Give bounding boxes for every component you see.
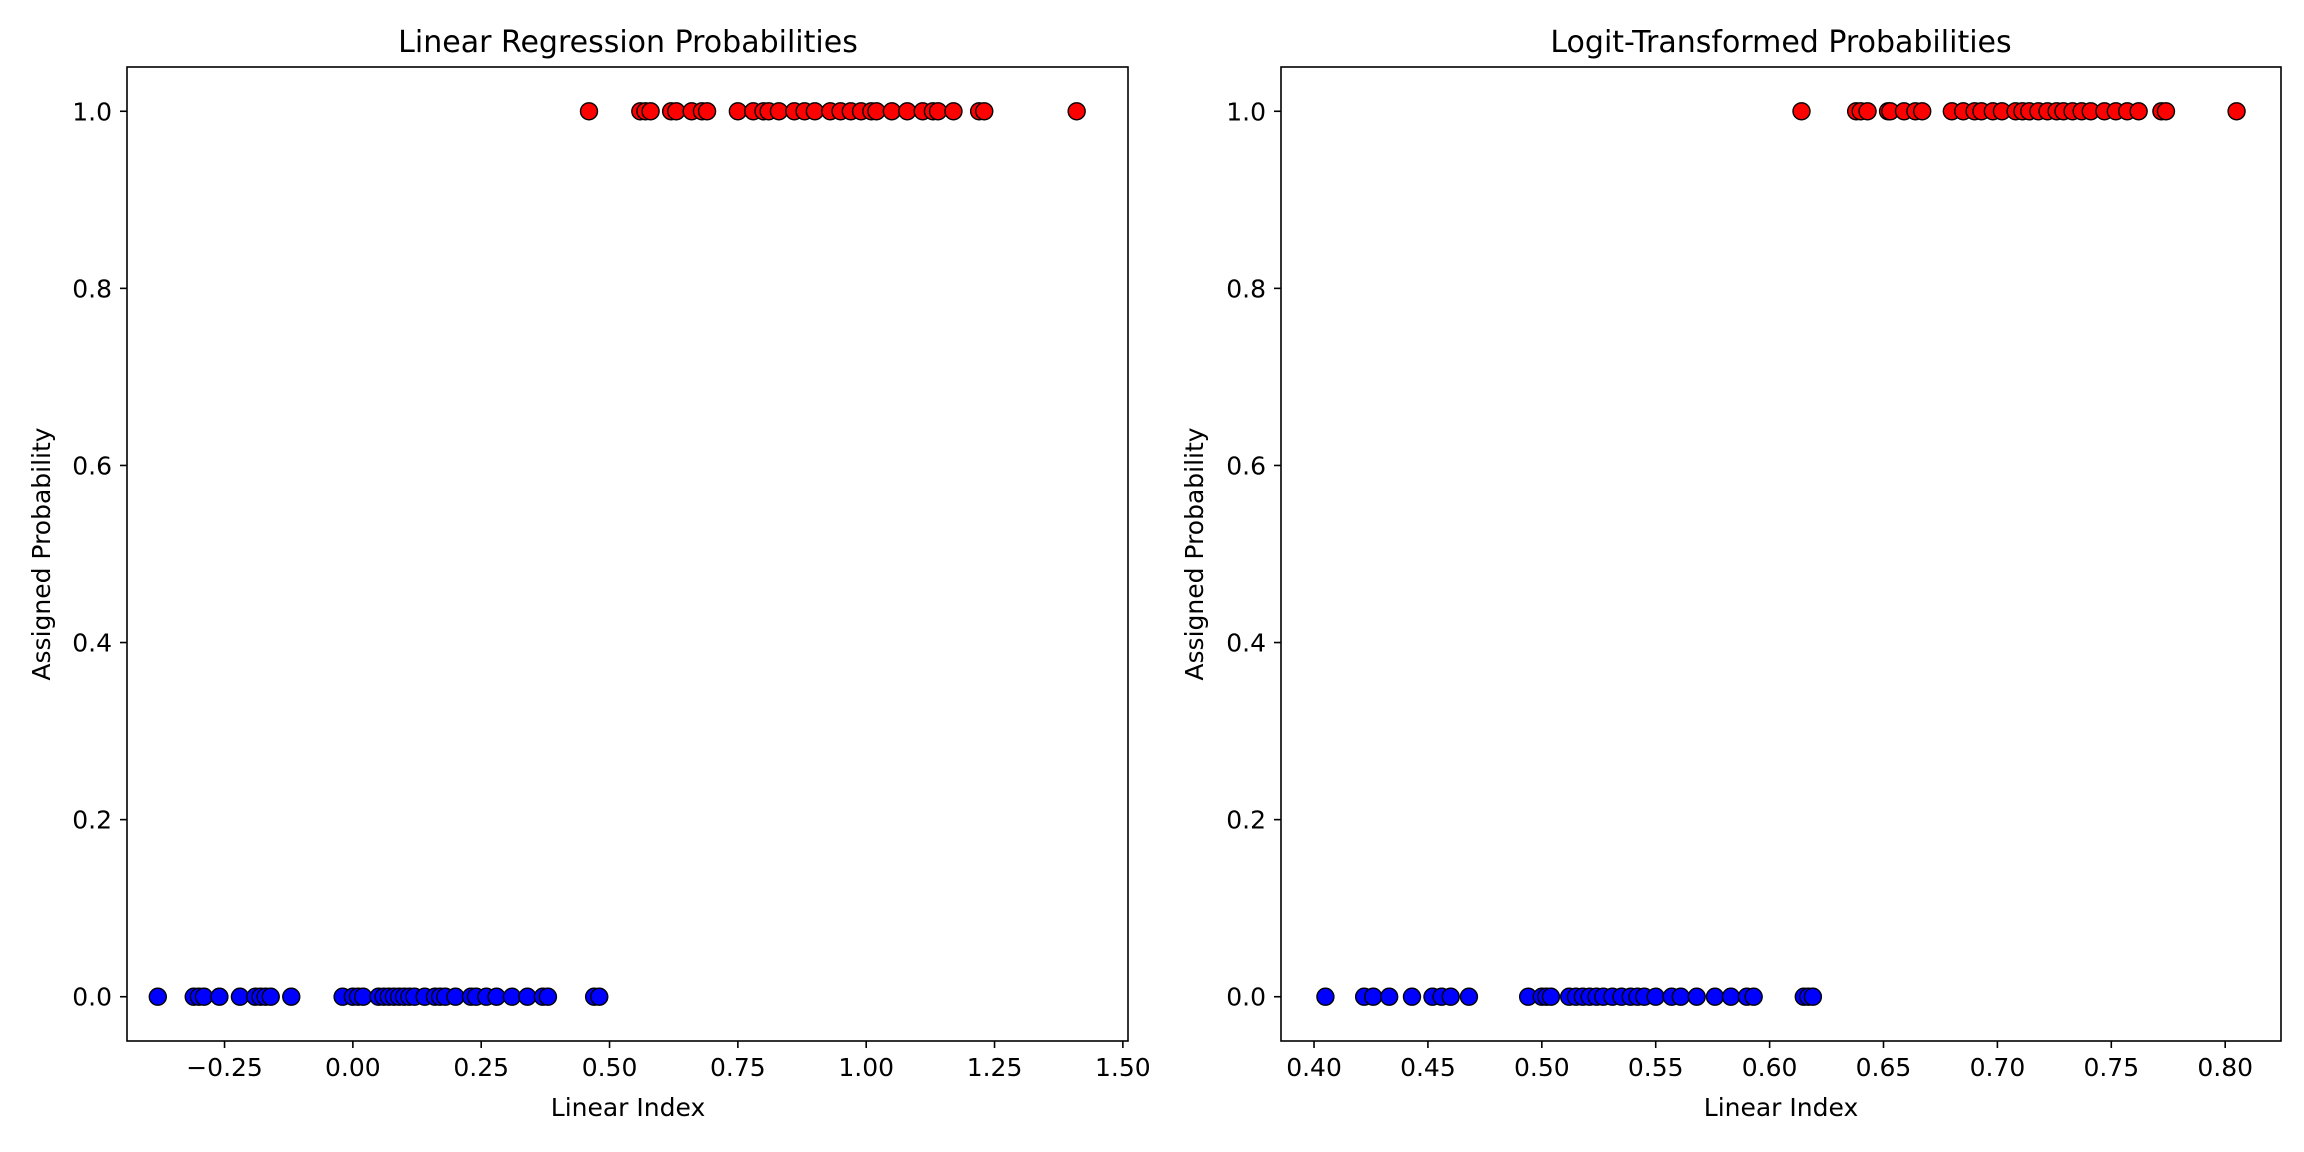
right-point-class-1 [2227, 102, 2246, 121]
left-y-tick-label: 0.2 [72, 806, 112, 835]
right-point-class-1 [1913, 102, 1932, 121]
right-x-tick-label: 0.80 [2197, 1053, 2253, 1082]
right-x-tick-label: 0.65 [1856, 1053, 1912, 1082]
left-point-class-1 [769, 102, 789, 121]
left-point-class-0 [194, 987, 214, 1006]
left-point-class-1 [928, 102, 948, 121]
right-panel: Logit-Transformed Probabilities 0.40 0.45… [1180, 25, 2282, 1122]
right-x-tick-label: 0.40 [1286, 1053, 1342, 1082]
left-point-class-0 [518, 987, 537, 1006]
left-points-group [148, 102, 1086, 1006]
right-x-tick-label: 0.45 [1400, 1053, 1456, 1082]
left-point-class-0 [353, 987, 373, 1006]
left-tick-group: −0.25 0.00 0.25 0.50 0.75 1.00 1.25 1.50 0.0 0.2 0… [72, 97, 1150, 1082]
left-point-class-1 [697, 102, 717, 121]
right-y-tick-label: 0.2 [1226, 806, 1266, 835]
right-point-class-0 [1380, 987, 1399, 1006]
right-axes-frame [1280, 66, 2282, 1042]
left-point-class-0 [538, 987, 558, 1006]
left-x-tick-label: −0.25 [186, 1053, 263, 1082]
left-panel: Linear Regression Probabilities −0.25 0.0… [27, 25, 1151, 1122]
left-x-tick-label: 1.00 [838, 1053, 894, 1082]
right-y-tick-label: 1.0 [1226, 97, 1266, 126]
left-x-tick-label: 0.50 [582, 1053, 638, 1082]
right-point-class-0 [1671, 987, 1690, 1006]
right-point-class-0 [1744, 987, 1763, 1006]
right-y-tick-label: 0.8 [1226, 274, 1266, 303]
right-point-class-1 [2129, 102, 2148, 121]
left-point-class-1 [667, 102, 686, 121]
left-y-tick-label: 0.6 [72, 451, 112, 480]
left-point-class-0 [210, 987, 229, 1006]
right-tick-group: 0.40 0.45 0.50 0.55 0.60 0.65 0.70 0.75 0.80 0.0 0… [1226, 97, 2253, 1082]
left-x-tick-label: 0.25 [453, 1053, 509, 1082]
right-x-tick-label: 0.50 [1514, 1053, 1570, 1082]
right-x-tick-label: 0.60 [1742, 1053, 1798, 1082]
right-point-class-0 [1459, 987, 1479, 1006]
left-point-class-0 [502, 987, 522, 1006]
right-point-class-0 [1364, 987, 1383, 1006]
right-x-tick-label: 0.75 [2083, 1053, 2139, 1082]
left-axes-frame [126, 66, 1129, 1042]
left-x-axis-label: Linear Index [551, 1093, 705, 1122]
left-point-class-1 [579, 102, 599, 121]
left-point-class-0 [446, 987, 465, 1006]
right-point-class-1 [1858, 102, 1877, 121]
left-point-class-1 [805, 102, 825, 121]
left-point-class-1 [898, 102, 917, 121]
right-y-tick-label: 0.4 [1226, 629, 1266, 658]
left-point-class-1 [1067, 102, 1086, 121]
left-point-class-1 [728, 102, 748, 121]
right-x-axis-label: Linear Index [1704, 1093, 1858, 1122]
right-point-class-0 [1316, 987, 1335, 1006]
right-point-class-0 [1541, 987, 1561, 1006]
right-point-class-1 [1792, 102, 1811, 121]
left-x-tick-label: 0.75 [710, 1053, 766, 1082]
right-y-tick-label: 0.0 [1226, 983, 1266, 1012]
left-point-class-0 [261, 987, 280, 1006]
left-point-class-0 [282, 987, 301, 1006]
left-y-tick-label: 0.0 [72, 983, 112, 1012]
right-point-class-0 [1687, 987, 1706, 1006]
left-point-class-1 [975, 102, 994, 121]
left-y-tick-label: 0.4 [72, 629, 112, 658]
left-chart-title: Linear Regression Probabilities [398, 25, 858, 60]
right-point-class-0 [1646, 987, 1665, 1006]
left-point-class-0 [230, 987, 250, 1006]
left-x-tick-label: 0.00 [325, 1053, 381, 1082]
left-point-class-0 [487, 987, 506, 1006]
right-point-class-0 [1803, 987, 1823, 1006]
right-point-class-0 [1721, 987, 1741, 1006]
left-y-axis-label: Assigned Probability [27, 427, 56, 680]
left-y-tick-label: 1.0 [72, 97, 112, 126]
right-chart-title: Logit-Transformed Probabilities [1550, 25, 2011, 60]
left-y-tick-label: 0.8 [72, 274, 112, 303]
right-x-tick-label: 0.70 [1970, 1053, 2026, 1082]
left-point-class-1 [944, 102, 963, 121]
left-point-class-1 [867, 102, 886, 121]
left-x-tick-label: 1.25 [967, 1053, 1023, 1082]
right-points-group [1316, 102, 2246, 1006]
right-y-axis-label: Assigned Probability [1180, 427, 1209, 680]
left-point-class-0 [590, 987, 609, 1006]
left-point-class-1 [641, 102, 660, 121]
right-x-tick-label: 0.55 [1628, 1053, 1684, 1082]
right-point-class-1 [2156, 102, 2176, 121]
left-point-class-1 [882, 102, 902, 121]
left-x-tick-label: 1.50 [1095, 1053, 1151, 1082]
left-point-class-0 [148, 987, 168, 1006]
right-point-class-0 [1402, 987, 1422, 1006]
right-y-tick-label: 0.6 [1226, 451, 1266, 480]
right-point-class-0 [1441, 987, 1460, 1006]
right-point-class-0 [1705, 987, 1725, 1006]
